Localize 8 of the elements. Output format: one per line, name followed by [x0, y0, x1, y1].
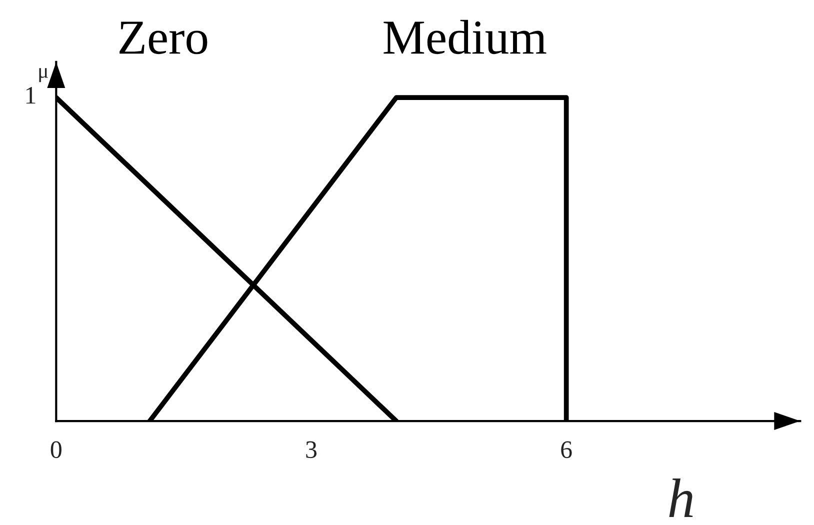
x-tick-label: 6: [561, 441, 572, 458]
x-tick-label: 3: [306, 441, 317, 458]
series-label: Zero: [120, 22, 208, 54]
x-tick-label: 0: [50, 441, 62, 458]
x-axis-title: h: [669, 478, 693, 518]
annotation: 1: [26, 87, 36, 104]
y-axis-title: μ: [39, 68, 48, 82]
series-label: Medium: [384, 20, 546, 54]
